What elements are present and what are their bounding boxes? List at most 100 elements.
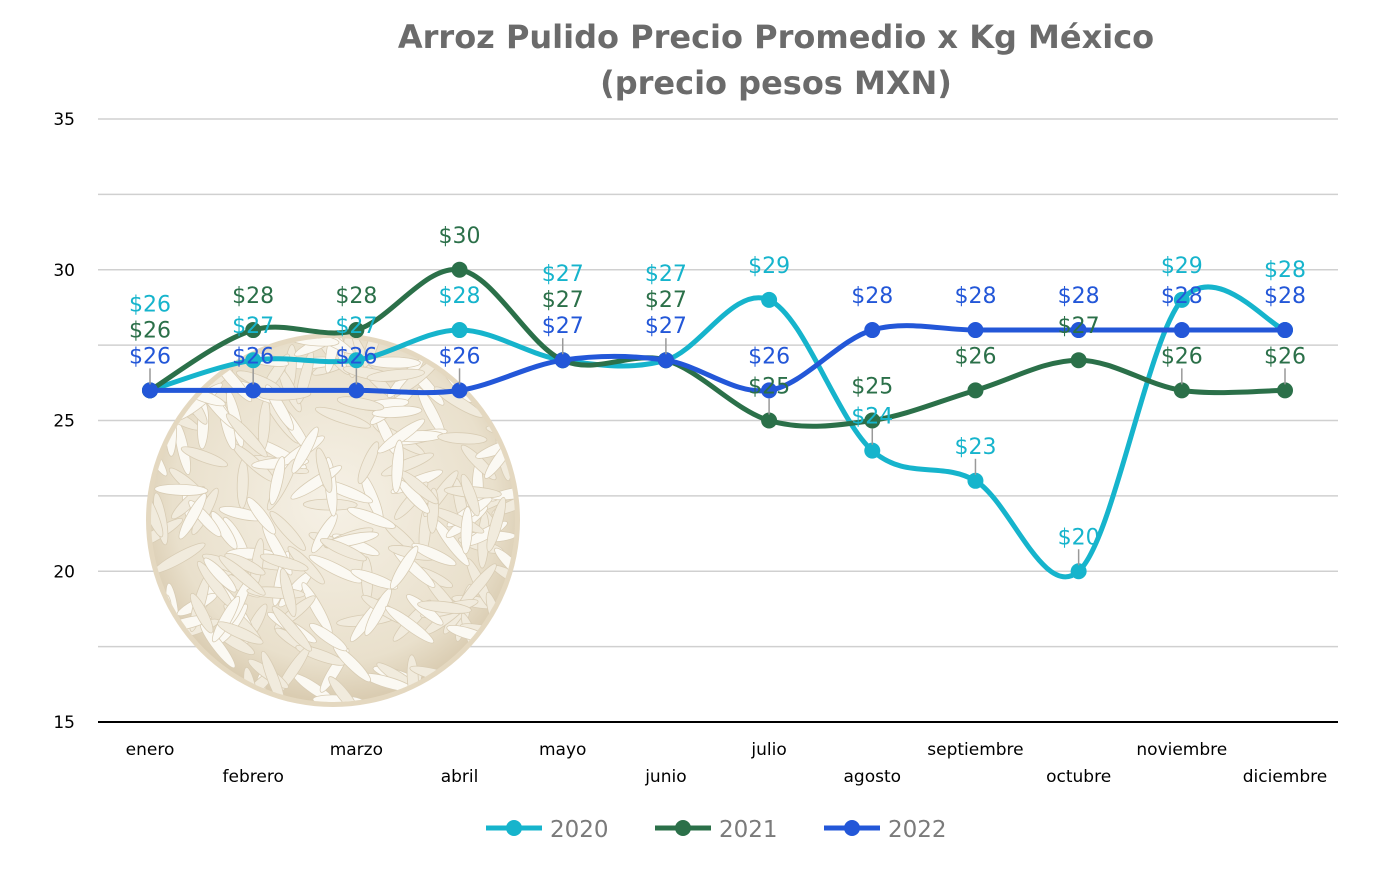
x-tick-label: enero [126, 740, 175, 760]
data-point [967, 472, 984, 489]
data-label: $27 [645, 288, 687, 313]
data-point [1070, 322, 1087, 339]
rice-grain [411, 543, 457, 567]
data-point [657, 352, 674, 369]
data-point [348, 322, 365, 339]
data-point [864, 412, 881, 429]
rice-grain [279, 568, 297, 618]
y-tick-label: 35 [53, 110, 75, 130]
data-point [554, 352, 571, 369]
rice-grain [483, 622, 515, 639]
data-label: $25 [851, 375, 893, 400]
rice-grain [417, 600, 472, 614]
data-label: $28 [1264, 284, 1306, 309]
data-label: $28 [232, 284, 274, 309]
data-label: $26 [129, 318, 171, 343]
rice-grain [225, 413, 268, 458]
data-point [1173, 291, 1190, 308]
x-tick-label: junio [644, 767, 686, 787]
data-point [1277, 382, 1293, 399]
data-point [761, 382, 778, 399]
data-label: $27 [645, 314, 687, 339]
data-label: $27 [232, 314, 274, 339]
legend-marker [844, 820, 860, 836]
data-point [1070, 563, 1087, 580]
rice-grain [389, 545, 419, 590]
rice-grain [154, 483, 209, 496]
data-label: $28 [954, 284, 996, 309]
rice-grain [437, 432, 488, 445]
rice-grain [218, 555, 266, 596]
data-label: $26 [129, 344, 171, 369]
rice-grain [460, 473, 480, 517]
data-point [761, 412, 778, 429]
data-label: $28 [1161, 284, 1203, 309]
data-label: $28 [1058, 284, 1100, 309]
data-point [245, 352, 262, 369]
data-point [451, 261, 468, 278]
data-label: $27 [542, 262, 584, 287]
data-label: $23 [954, 435, 996, 460]
rice-grain [190, 592, 214, 634]
data-label: $27 [1058, 314, 1100, 339]
rice-grain [320, 538, 367, 562]
y-tick-label: 20 [53, 562, 75, 582]
rice-grain [328, 676, 359, 702]
rice-grain [271, 606, 312, 652]
x-tick-label: mayo [539, 740, 586, 760]
rice-grain [269, 510, 306, 551]
y-tick-label: 30 [53, 261, 75, 281]
rice-grain [260, 650, 286, 702]
data-label: $27 [645, 262, 687, 287]
rice-grain [178, 492, 207, 540]
data-label: $26 [232, 344, 274, 369]
rice-grain [309, 622, 348, 652]
legend-marker [506, 820, 522, 836]
rice-grain [217, 621, 264, 645]
series-2022 [142, 322, 1293, 399]
data-label: $24 [851, 405, 893, 430]
rice-grain [377, 418, 426, 454]
data-label: $25 [748, 375, 790, 400]
x-tick-label: marzo [330, 740, 383, 760]
y-tick-label: 15 [53, 713, 75, 733]
rice-grain [366, 368, 425, 382]
rice-grain [347, 507, 396, 529]
legend-label: 2022 [888, 817, 947, 843]
rice-grain [366, 356, 421, 369]
rice-grain [291, 426, 319, 474]
rice-grain [175, 685, 232, 702]
x-tick-label: abril [441, 767, 479, 787]
rice-grain [180, 446, 229, 468]
rice-grain [460, 506, 473, 555]
x-tick-label: agosto [843, 767, 901, 787]
x-tick-label: julio [750, 740, 786, 760]
rice-grain [246, 497, 276, 535]
legend-label: 2021 [719, 817, 778, 843]
data-label: $27 [542, 314, 584, 339]
x-tick-label: diciembre [1243, 767, 1327, 787]
rice-grain [391, 439, 404, 494]
rice-grain [211, 595, 241, 643]
data-point [1173, 322, 1190, 339]
rice-grain [371, 405, 423, 418]
data-point [864, 322, 881, 339]
legend-marker [675, 820, 691, 836]
data-label: $20 [1058, 525, 1100, 550]
rice-grain [314, 406, 371, 429]
data-label: $26 [748, 344, 790, 369]
rice-grain [269, 456, 286, 506]
data-label: $27 [335, 314, 377, 339]
rice-grain [482, 664, 515, 692]
rice-grain [287, 338, 340, 347]
rice-grain [336, 396, 385, 411]
legend-item-2021: 2021 [655, 817, 778, 843]
chart-title: Arroz Pulido Precio Promedio x Kg México [398, 18, 1154, 56]
data-label: $27 [542, 288, 584, 313]
data-point [1277, 322, 1293, 339]
data-label: $28 [1264, 258, 1306, 283]
data-label: $26 [335, 344, 377, 369]
x-tick-label: noviembre [1136, 740, 1227, 760]
data-label: $28 [335, 284, 377, 309]
